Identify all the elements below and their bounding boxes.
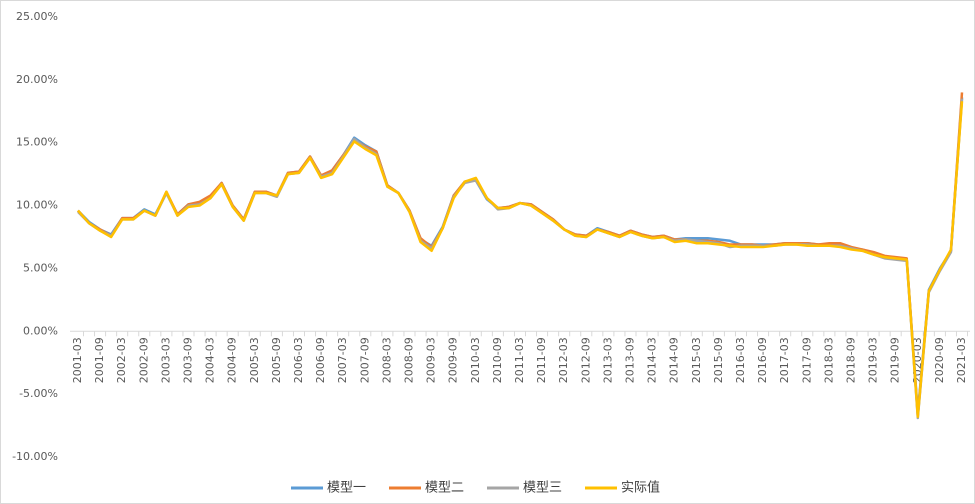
x-tick-label: 2006-03 [292, 337, 305, 383]
x-tick-label: 2007-09 [358, 337, 371, 383]
x-tick-label: 2002-09 [137, 337, 150, 383]
x-tick-label: 2001-03 [71, 337, 84, 383]
x-tick-label: 2017-03 [778, 337, 791, 383]
y-tick-label: 25.00% [16, 10, 58, 23]
y-tick-label: 20.00% [16, 73, 58, 86]
y-tick-label: 0.00% [23, 324, 58, 337]
x-tick-label: 2020-09 [933, 337, 946, 383]
x-tick-label: 2013-03 [601, 337, 614, 383]
legend-label: 模型二 [425, 481, 464, 496]
x-tick-label: 2005-09 [270, 337, 283, 383]
x-tick-label: 2001-09 [93, 337, 106, 383]
x-tick-label: 2018-03 [822, 337, 835, 383]
x-tick-label: 2010-09 [491, 337, 504, 383]
x-tick-label: 2003-09 [182, 337, 195, 383]
x-tick-label: 2011-03 [513, 337, 526, 383]
legend-label: 模型三 [523, 481, 562, 496]
x-tick-label: 2021-03 [955, 337, 968, 383]
y-tick-label: -10.00% [12, 450, 58, 463]
x-tick-label: 2012-03 [557, 337, 570, 383]
x-tick-label: 2007-03 [336, 337, 349, 383]
y-tick-label: 10.00% [16, 199, 58, 212]
y-tick-label: 15.00% [16, 136, 58, 149]
x-tick-label: 2011-09 [535, 337, 548, 383]
x-tick-label: 2019-09 [889, 337, 902, 383]
x-tick-label: 2003-03 [159, 337, 172, 383]
x-tick-label: 2015-03 [690, 337, 703, 383]
x-tick-label: 2009-09 [447, 337, 460, 383]
x-tick-label: 2004-09 [226, 337, 239, 383]
legend-item: 模型三 [487, 481, 562, 496]
x-tick-label: 2016-09 [756, 337, 769, 383]
x-tick-label: 2012-09 [579, 337, 592, 383]
x-tick-label: 2014-03 [646, 337, 659, 383]
x-tick-label: 2002-03 [115, 337, 128, 383]
legend-item: 模型二 [389, 481, 464, 496]
x-tick-label: 2018-09 [845, 337, 858, 383]
y-tick-label: -5.00% [19, 387, 58, 400]
x-tick-label: 2008-09 [403, 337, 416, 383]
legend-label: 实际值 [621, 480, 660, 496]
x-tick-label: 2013-09 [624, 337, 637, 383]
x-tick-label: 2014-09 [668, 337, 681, 383]
x-tick-label: 2005-03 [248, 337, 261, 383]
legend-item: 模型一 [291, 481, 366, 496]
series-line [77, 101, 964, 419]
x-tick-label: 2009-03 [425, 337, 438, 383]
x-tick-label: 2017-09 [800, 337, 813, 383]
y-tick-label: 5.00% [23, 261, 58, 274]
x-tick-label: 2019-03 [867, 337, 880, 383]
x-tick-label: 2015-09 [712, 337, 725, 383]
legend-label: 模型一 [327, 481, 366, 496]
x-tick-label: 2006-09 [314, 337, 327, 383]
x-tick-label: 2004-03 [204, 337, 217, 383]
legend-item: 实际值 [585, 480, 660, 496]
x-tick-label: 2010-03 [469, 337, 482, 383]
x-tick-label: 2008-03 [380, 337, 393, 383]
x-tick-label: 2016-03 [734, 337, 747, 383]
